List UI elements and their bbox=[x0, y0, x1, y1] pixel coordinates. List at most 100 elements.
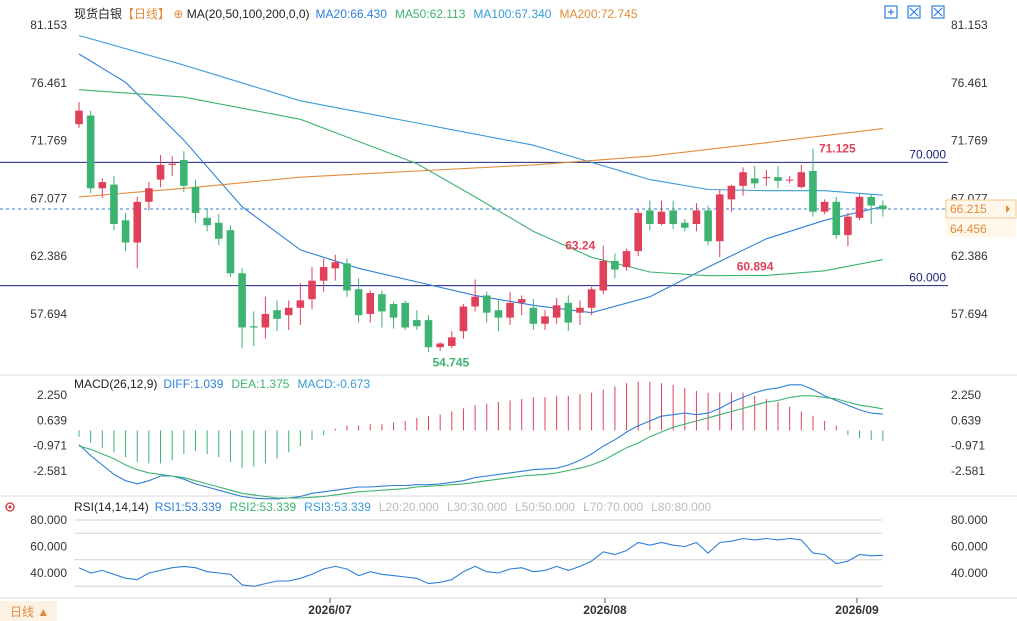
macd-tick-right: 0.639 bbox=[951, 413, 981, 427]
candle bbox=[249, 311, 258, 346]
candle bbox=[611, 253, 619, 279]
settings-icon: ⊕ bbox=[170, 7, 187, 21]
candle bbox=[622, 248, 631, 271]
rsi1-value: RSI1:53.339 bbox=[155, 500, 222, 514]
candle bbox=[529, 299, 538, 330]
macd-tick-right: -0.971 bbox=[951, 439, 985, 453]
ma-parameters: MA(20,50,100,200,0,0) bbox=[187, 7, 310, 21]
y-tick-right: 76.461 bbox=[951, 76, 988, 90]
candle bbox=[191, 179, 200, 223]
candle bbox=[413, 310, 421, 330]
rsi-tick-left: 40.000 bbox=[30, 566, 67, 580]
candle bbox=[168, 156, 176, 176]
ma200-value: MA200:72.745 bbox=[559, 7, 637, 21]
period-toggle-label: 日线 ▲ bbox=[10, 605, 49, 619]
candle bbox=[564, 295, 573, 332]
candle bbox=[517, 295, 526, 316]
candle bbox=[215, 214, 223, 245]
candle bbox=[552, 297, 561, 324]
candle bbox=[541, 310, 549, 330]
candle bbox=[401, 300, 409, 330]
indicator-settings-icon[interactable] bbox=[5, 502, 15, 512]
ma100-line bbox=[78, 34, 883, 196]
candle bbox=[506, 291, 514, 326]
sub-price-box bbox=[946, 219, 1016, 238]
candle bbox=[634, 209, 642, 257]
rsi-panel bbox=[78, 537, 883, 587]
candle bbox=[599, 245, 608, 295]
macd-tick-left: 0.639 bbox=[37, 413, 67, 427]
candle bbox=[296, 283, 305, 326]
macd-diff-line bbox=[78, 384, 883, 500]
price-annotation: 71.125 bbox=[819, 142, 856, 156]
ma200-line bbox=[78, 128, 883, 198]
candle bbox=[576, 300, 584, 326]
candle bbox=[86, 110, 95, 194]
price-annotation: 60.894 bbox=[737, 260, 774, 274]
candlesticks bbox=[75, 102, 887, 353]
macd-panel bbox=[78, 381, 884, 500]
l70-value: L70:70.000 bbox=[583, 500, 643, 514]
candle bbox=[832, 196, 841, 239]
expand-icon[interactable] bbox=[884, 5, 898, 19]
macd-dea-line bbox=[78, 395, 883, 499]
candle bbox=[203, 207, 211, 232]
candle bbox=[494, 300, 503, 332]
candle bbox=[855, 194, 864, 221]
candle bbox=[681, 219, 689, 232]
l50-value: L50:50.000 bbox=[515, 500, 575, 514]
candle bbox=[436, 342, 444, 351]
last-price-badge: 66.215 64.456 bbox=[945, 199, 1017, 238]
candle bbox=[273, 300, 281, 332]
period-toggle-button[interactable]: 日线 ▲ bbox=[0, 601, 57, 621]
candle bbox=[797, 164, 806, 189]
candle bbox=[774, 166, 782, 189]
rsi-label: RSI(14,14,14) bbox=[74, 500, 149, 514]
y-tick-right: 62.386 bbox=[951, 249, 988, 263]
candle bbox=[739, 167, 747, 196]
last-price-value: 66.215 bbox=[950, 202, 987, 216]
candle bbox=[378, 290, 386, 328]
candle bbox=[727, 184, 736, 212]
l30-value: L30:30.000 bbox=[447, 500, 507, 514]
ma50-line bbox=[78, 89, 884, 277]
rsi3-value: RSI3:53.339 bbox=[304, 500, 371, 514]
candle bbox=[308, 267, 316, 309]
y-tick-right: 81.153 bbox=[951, 18, 988, 32]
price-levels: 70.000 60.000 bbox=[0, 147, 1010, 287]
close-icon[interactable] bbox=[931, 5, 945, 19]
candle bbox=[879, 200, 887, 217]
candle bbox=[669, 200, 677, 229]
candle bbox=[867, 194, 875, 224]
candle bbox=[331, 254, 340, 281]
candle bbox=[762, 169, 771, 186]
ma20-line bbox=[78, 53, 884, 314]
x-tick-label: 2026/09 bbox=[835, 603, 879, 617]
candle bbox=[657, 200, 666, 226]
candle bbox=[844, 212, 852, 247]
rsi-tick-left: 60.000 bbox=[30, 540, 67, 554]
candle bbox=[715, 189, 724, 258]
y-tick-left: 76.461 bbox=[30, 76, 67, 90]
candle bbox=[809, 148, 817, 217]
fullscreen-icon[interactable] bbox=[907, 5, 921, 19]
y-tick-left: 62.386 bbox=[30, 249, 67, 263]
last-price-marker-icon bbox=[1006, 205, 1010, 214]
macd-legend: MACD(26,12,9) DIFF:1.039 DEA:1.375 MACD:-0.… bbox=[74, 377, 370, 391]
candle bbox=[98, 178, 107, 199]
macd-label: MACD(26,12,9) bbox=[74, 377, 157, 391]
candle bbox=[319, 258, 328, 292]
l20-value: L20:20.000 bbox=[379, 500, 439, 514]
rsi-tick-right: 40.000 bbox=[951, 566, 988, 580]
price-annotation: 54.745 bbox=[433, 355, 470, 369]
candle bbox=[156, 155, 165, 188]
candle bbox=[180, 151, 188, 192]
ma20-value: MA20:66.430 bbox=[316, 7, 388, 21]
candle bbox=[448, 331, 456, 349]
candle bbox=[424, 315, 433, 353]
main-legend: 现货白银【日线】 ⊕ MA(20,50,100,200,0,0) MA20:66.… bbox=[74, 6, 638, 21]
candle bbox=[785, 175, 794, 184]
candle bbox=[459, 304, 468, 339]
candle bbox=[366, 290, 375, 323]
